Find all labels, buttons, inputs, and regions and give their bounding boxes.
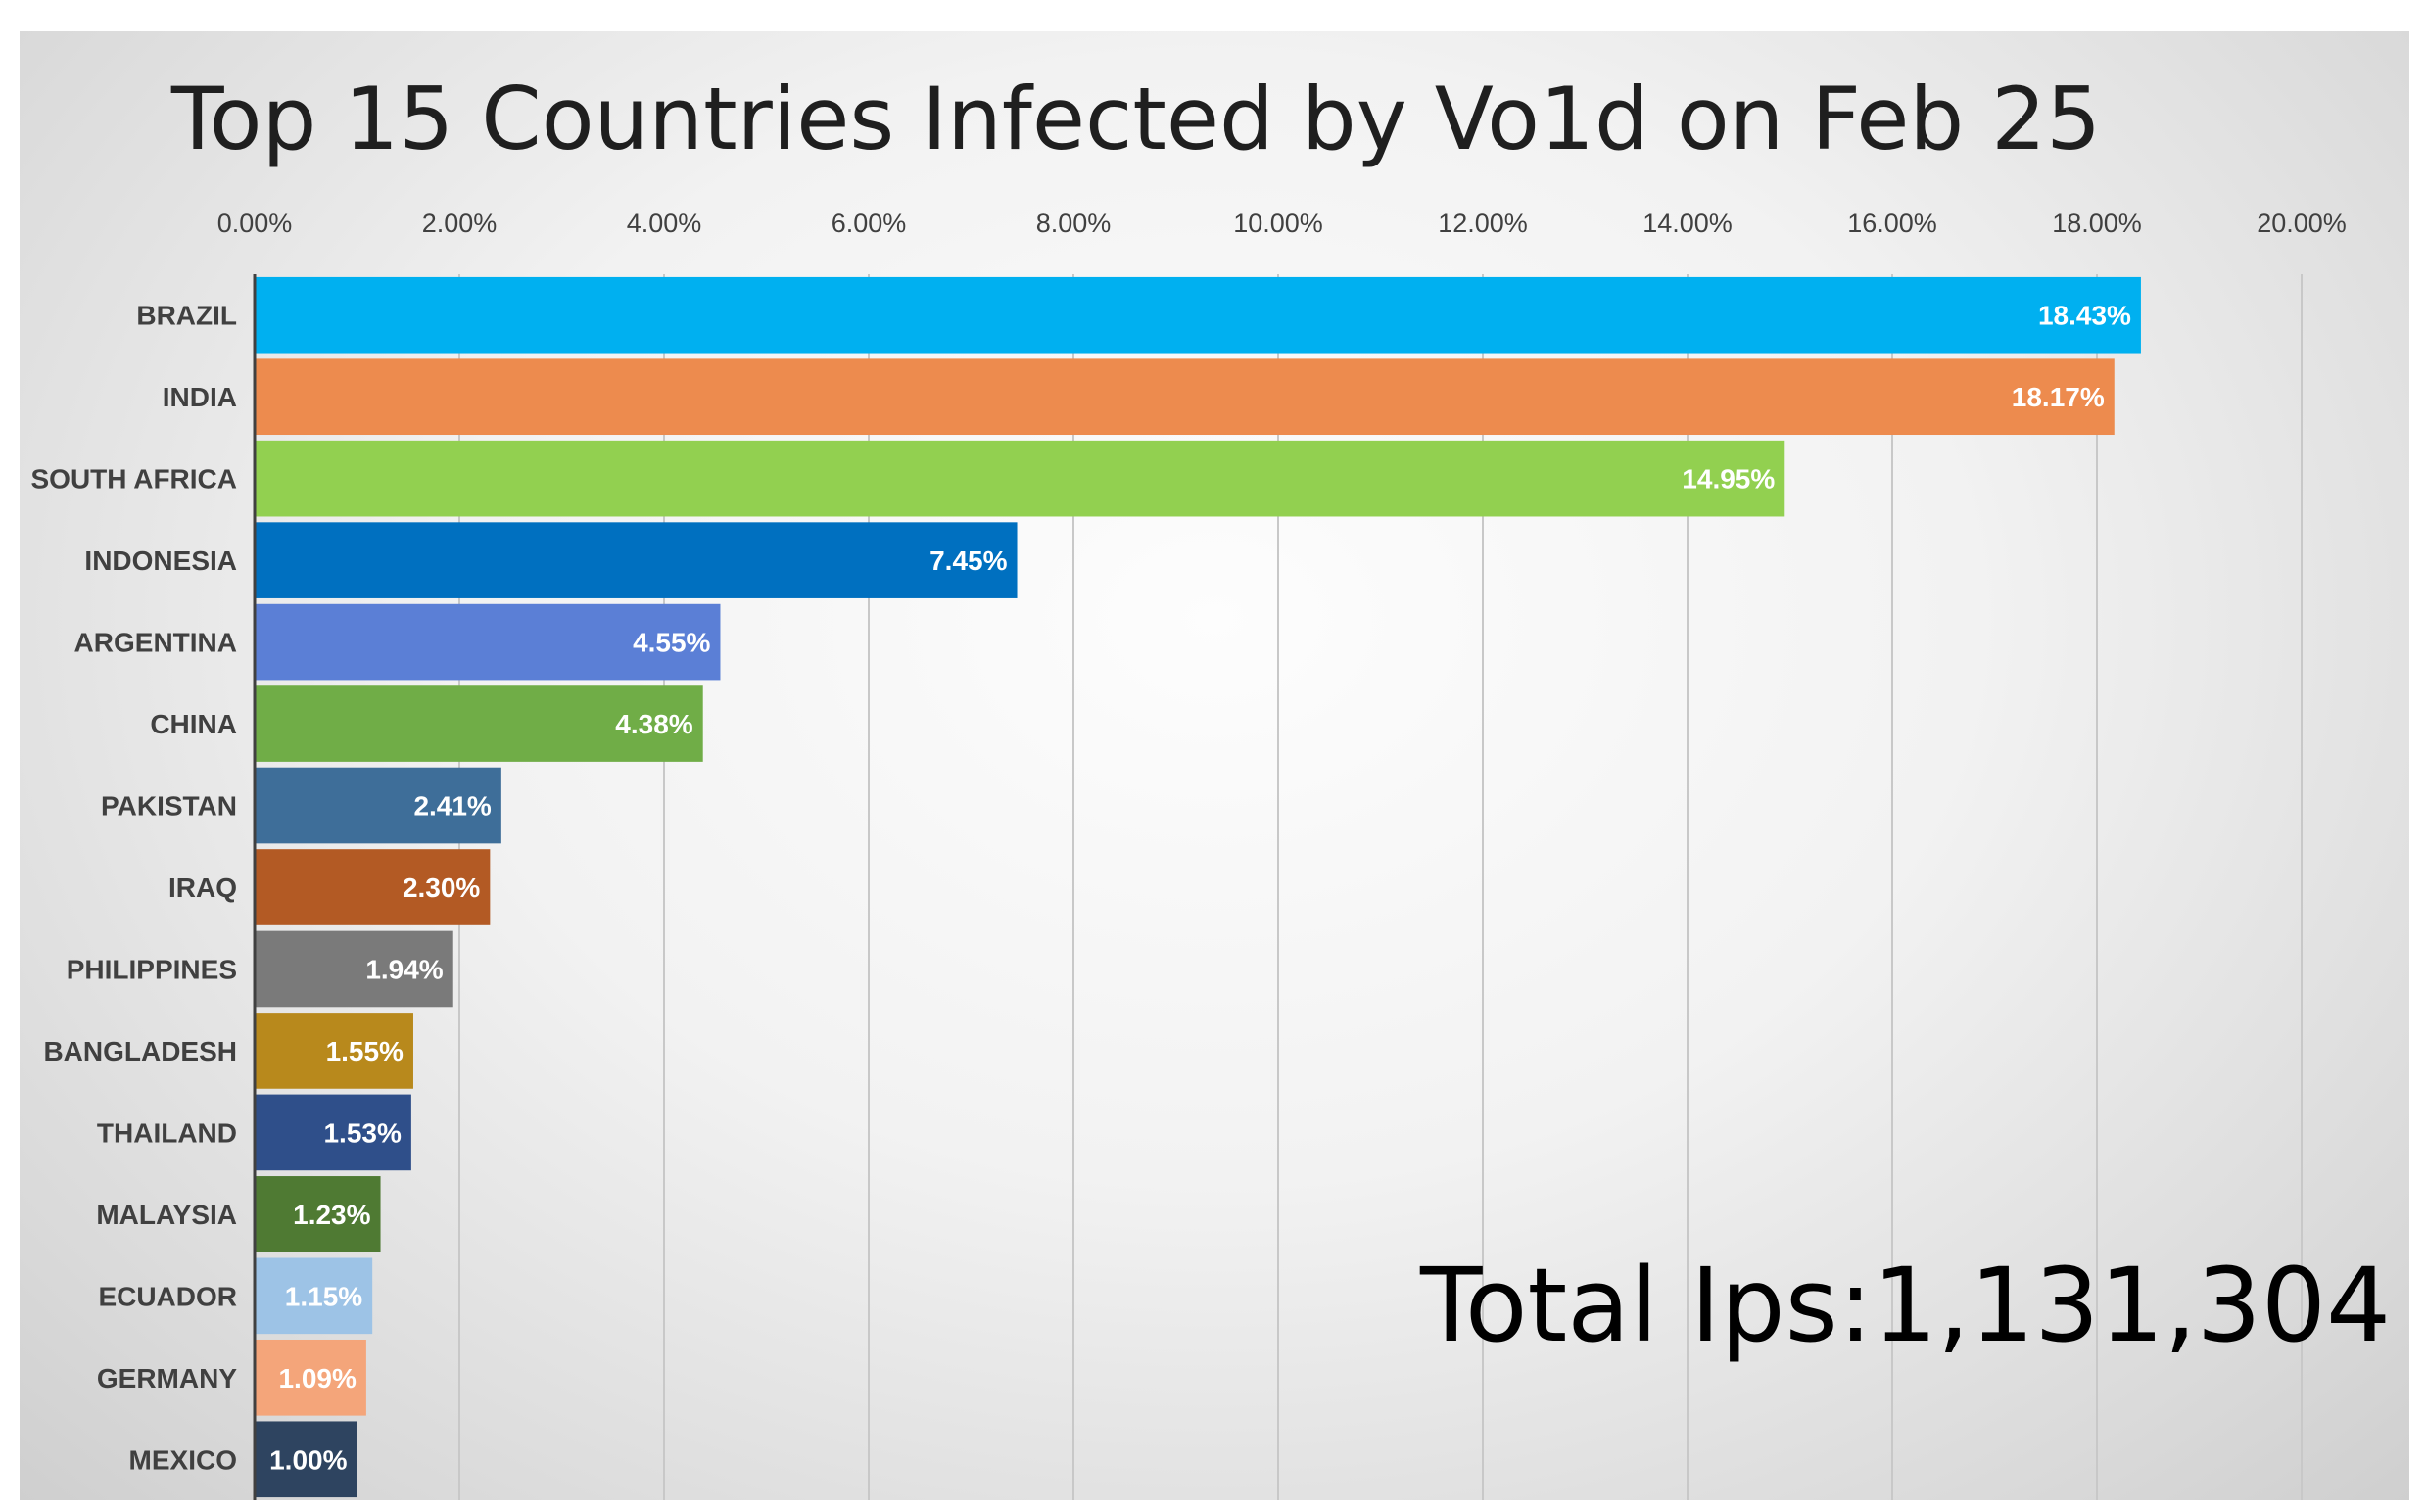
bar-china xyxy=(255,685,703,762)
category-label: PAKISTAN xyxy=(101,791,237,822)
data-label: 1.94% xyxy=(365,954,443,984)
category-label: IRAQ xyxy=(168,873,237,903)
data-label: 1.15% xyxy=(285,1281,362,1311)
data-label: 2.41% xyxy=(413,791,491,822)
bar-mexico xyxy=(255,1421,357,1498)
bar-bangladesh xyxy=(255,1013,413,1089)
x-tick-label: 12.00% xyxy=(1438,209,1528,238)
data-label: 7.45% xyxy=(929,545,1007,576)
data-label: 1.55% xyxy=(326,1036,404,1066)
bars xyxy=(255,276,2141,1498)
bar-brazil xyxy=(255,276,2141,354)
bar-pakistan xyxy=(255,767,501,844)
category-label: INDIA xyxy=(163,382,237,412)
category-label: MEXICO xyxy=(129,1444,237,1475)
category-label: BRAZIL xyxy=(136,301,237,331)
x-tick-label: 8.00% xyxy=(1036,209,1112,238)
category-label: PHILIPPINES xyxy=(67,954,237,984)
x-tick-label: 18.00% xyxy=(2052,209,2142,238)
data-label: 18.43% xyxy=(2038,301,2131,331)
category-label: BANGLADESH xyxy=(43,1036,237,1066)
bar-philippines xyxy=(255,930,453,1008)
bar-chart: 0.00% 2.00% 4.00% 6.00% 8.00% 10.00% 12.00% 14.… xyxy=(30,209,2347,1500)
category-label: SOUTH AFRICA xyxy=(30,464,237,495)
x-axis-ticks: 0.00% 2.00% 4.00% 6.00% 8.00% 10.00% 12.00% 14.… xyxy=(217,209,2347,238)
category-label: GERMANY xyxy=(97,1363,237,1394)
data-label: 1.09% xyxy=(278,1363,356,1394)
x-tick-label: 16.00% xyxy=(1847,209,1937,238)
category-label: CHINA xyxy=(150,709,237,739)
data-label: 1.53% xyxy=(323,1117,401,1148)
x-tick-label: 6.00% xyxy=(832,209,907,238)
x-tick-label: 14.00% xyxy=(1642,209,1733,238)
category-label: ECUADOR xyxy=(98,1281,237,1311)
bar-argentina xyxy=(255,603,721,681)
bar-indonesia xyxy=(255,522,1018,598)
x-tick-label: 4.00% xyxy=(627,209,702,238)
data-label: 2.30% xyxy=(403,873,480,903)
bar-ecuador xyxy=(255,1257,373,1335)
category-label: ARGENTINA xyxy=(74,628,237,658)
data-label: 18.17% xyxy=(2012,382,2105,412)
x-tick-label: 2.00% xyxy=(422,209,498,238)
bar-iraq xyxy=(255,849,491,925)
bar-malaysia xyxy=(255,1176,381,1252)
chart-title: Top 15 Countries Infected by Vo1d on Feb… xyxy=(170,69,2102,169)
x-tick-label: 20.00% xyxy=(2257,209,2347,238)
bar-south-africa xyxy=(255,440,1785,517)
category-label: THAILAND xyxy=(97,1117,237,1148)
data-labels: 18.43% 18.17% 14.95% 7.45% 4.55% 4.38% 2.41% 2.… xyxy=(269,301,2131,1476)
bar-india xyxy=(255,358,2115,436)
category-label: INDONESIA xyxy=(84,545,237,576)
data-label: 4.55% xyxy=(633,628,710,658)
category-label: MALAYSIA xyxy=(96,1200,237,1230)
bar-thailand xyxy=(255,1094,411,1171)
data-label: 14.95% xyxy=(1682,464,1775,495)
chart-panel: Top 15 Countries Infected by Vo1d on Feb… xyxy=(20,31,2409,1500)
x-tick-label: 10.00% xyxy=(1233,209,1323,238)
x-tick-label: 0.00% xyxy=(217,209,293,238)
data-label: 4.38% xyxy=(615,709,692,739)
data-label: 1.23% xyxy=(293,1200,370,1230)
bar-germany xyxy=(255,1339,366,1416)
data-label: 1.00% xyxy=(269,1444,347,1475)
total-ips-annotation: Total Ips:1,131,304 xyxy=(1420,1246,2392,1365)
category-labels: BRAZIL INDIA SOUTH AFRICA INDONESIA ARGENTIN… xyxy=(30,301,237,1476)
